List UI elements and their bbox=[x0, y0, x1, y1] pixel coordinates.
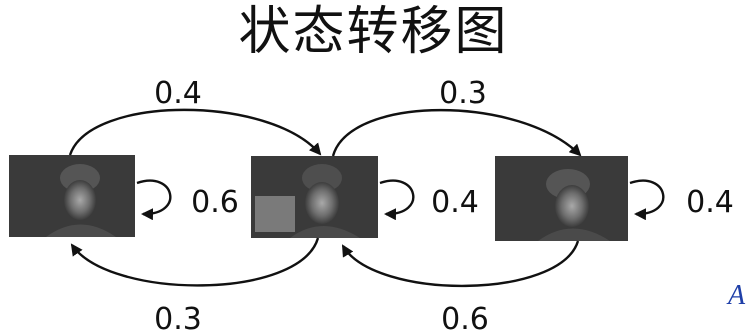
self-loop-2 bbox=[379, 179, 415, 221]
arrow-forward-2-3 bbox=[331, 108, 582, 157]
self-loop-3 bbox=[629, 179, 665, 221]
arrow-back-3-2 bbox=[341, 240, 580, 288]
label-self-2: 0.4 bbox=[431, 185, 479, 220]
label-back-2-1: 0.3 bbox=[154, 302, 202, 335]
diagram-title: 状态转移图 bbox=[238, 2, 509, 62]
label-forward-1-2: 0.4 bbox=[154, 76, 202, 111]
arrow-forward-1-2 bbox=[68, 108, 322, 156]
state-image-3 bbox=[495, 156, 628, 241]
arrow-back-2-1 bbox=[70, 237, 320, 287]
matrix-label-a: A bbox=[726, 280, 746, 311]
label-self-1: 0.6 bbox=[191, 185, 239, 220]
state-image-1 bbox=[9, 155, 135, 237]
self-loop-1 bbox=[136, 179, 172, 221]
label-back-3-2: 0.6 bbox=[441, 302, 489, 335]
label-self-3: 0.4 bbox=[686, 185, 734, 220]
label-forward-2-3: 0.3 bbox=[439, 76, 487, 111]
state-image-2 bbox=[251, 156, 378, 238]
